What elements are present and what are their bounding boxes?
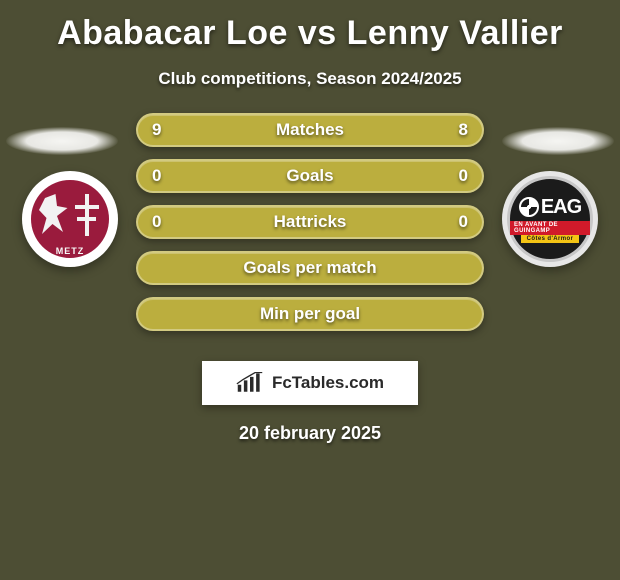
stat-left-value: 0 bbox=[152, 212, 161, 232]
stat-row-hattricks: 0 Hattricks 0 bbox=[136, 205, 484, 239]
subtitle: Club competitions, Season 2024/2025 bbox=[0, 69, 620, 89]
eag-crest: EAG EN AVANT DE GUINGAMP Côtes d'Armor bbox=[507, 176, 593, 262]
watermark: FcTables.com bbox=[202, 361, 418, 405]
eag-crest-logo: EAG bbox=[519, 196, 581, 219]
spotlight-right bbox=[502, 127, 614, 155]
stat-label: Min per goal bbox=[260, 304, 360, 324]
comparison-card: Ababacar Loe vs Lenny Vallier Club compe… bbox=[0, 0, 620, 444]
triskelion-icon bbox=[519, 197, 539, 217]
team-badge-left: METZ bbox=[22, 171, 118, 267]
stat-left-value: 0 bbox=[152, 166, 161, 186]
bar-chart-icon bbox=[236, 372, 264, 394]
stat-right-value: 0 bbox=[459, 212, 468, 232]
stat-label: Matches bbox=[276, 120, 344, 140]
stat-left-value: 9 bbox=[152, 120, 161, 140]
stat-label: Goals per match bbox=[243, 258, 376, 278]
metz-crest-text: METZ bbox=[31, 246, 109, 256]
stats-arena: METZ EAG EN AVANT DE GUINGAMP Côtes d'Ar… bbox=[0, 113, 620, 347]
stat-row-min-per-goal: Min per goal bbox=[136, 297, 484, 331]
stat-row-matches: 9 Matches 8 bbox=[136, 113, 484, 147]
stat-row-goals-per-match: Goals per match bbox=[136, 251, 484, 285]
stat-right-value: 8 bbox=[459, 120, 468, 140]
stat-label: Goals bbox=[286, 166, 333, 186]
watermark-text: FcTables.com bbox=[272, 373, 384, 393]
stat-row-goals: 0 Goals 0 bbox=[136, 159, 484, 193]
eag-crest-line2: Côtes d'Armor bbox=[521, 235, 580, 243]
metz-crest: METZ bbox=[28, 177, 112, 261]
stat-label: Hattricks bbox=[274, 212, 347, 232]
eag-crest-line1: EN AVANT DE GUINGAMP bbox=[510, 221, 590, 235]
page-title: Ababacar Loe vs Lenny Vallier bbox=[0, 14, 620, 53]
team-badge-right: EAG EN AVANT DE GUINGAMP Côtes d'Armor bbox=[502, 171, 598, 267]
stat-right-value: 0 bbox=[459, 166, 468, 186]
eag-crest-abbrev: EAG bbox=[541, 196, 581, 219]
spotlight-left bbox=[6, 127, 118, 155]
date-label: 20 february 2025 bbox=[0, 423, 620, 444]
stat-rows: 9 Matches 8 0 Goals 0 0 Hattricks 0 Goal… bbox=[136, 113, 484, 331]
